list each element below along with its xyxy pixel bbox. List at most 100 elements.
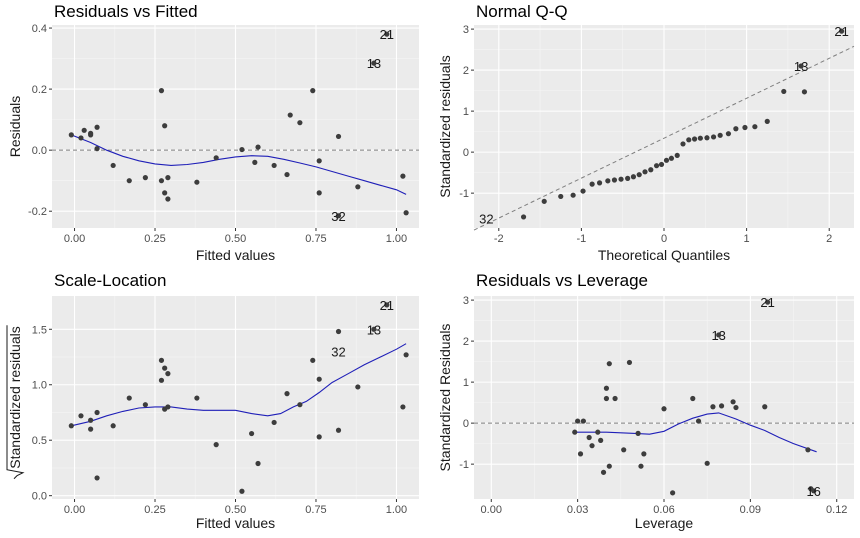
data-point bbox=[88, 132, 94, 138]
data-point bbox=[730, 399, 736, 405]
x-tick-label: 1.00 bbox=[386, 504, 407, 516]
x-tick-label: -1 bbox=[577, 233, 587, 245]
x-tick-label: 2 bbox=[826, 233, 832, 245]
data-point bbox=[371, 60, 377, 66]
data-point bbox=[606, 361, 612, 367]
data-point bbox=[297, 402, 303, 408]
rvl-panel: Residuals vs Leverage 0.00 0.03 0.06 0.09 0.1… bbox=[437, 271, 854, 531]
data-point bbox=[765, 299, 771, 305]
data-point bbox=[612, 395, 618, 402]
data-point bbox=[717, 132, 723, 138]
y-tick-label: 1.0 bbox=[32, 380, 47, 392]
data-point bbox=[194, 179, 200, 185]
data-point bbox=[586, 434, 592, 441]
data-point bbox=[165, 404, 171, 410]
y-tick-label: 2 bbox=[463, 336, 469, 348]
data-point bbox=[710, 134, 717, 140]
observation-label: 16 bbox=[806, 484, 820, 499]
data-point bbox=[94, 124, 100, 130]
x-tick-label: 0.25 bbox=[144, 233, 165, 245]
y-tick-label: 0.0 bbox=[32, 145, 47, 157]
data-point bbox=[252, 159, 258, 165]
data-point bbox=[668, 155, 675, 161]
data-point bbox=[595, 429, 601, 435]
data-point bbox=[716, 332, 722, 338]
data-point bbox=[697, 135, 703, 141]
x-axis-label: Fitted values bbox=[196, 515, 275, 531]
x-tick-label: 0 bbox=[661, 233, 667, 245]
data-point bbox=[162, 123, 168, 129]
data-point bbox=[520, 214, 527, 220]
x-tick-label: 0.03 bbox=[567, 504, 588, 516]
y-tick-label: -1 bbox=[459, 188, 469, 200]
sl-panel: Scale-Location 0.00 0.25 0.50 0.75 1.00 0.0 0.5… bbox=[6, 271, 419, 531]
data-point bbox=[635, 430, 641, 436]
data-point bbox=[611, 177, 618, 183]
y-tick-label: 0.5 bbox=[32, 435, 47, 447]
data-point bbox=[126, 395, 132, 401]
data-point bbox=[781, 88, 787, 95]
data-point bbox=[384, 302, 390, 308]
data-point bbox=[239, 488, 245, 494]
x-tick-label: 0.00 bbox=[64, 504, 85, 516]
data-point bbox=[636, 172, 642, 178]
data-point bbox=[403, 352, 409, 358]
observation-label: 32 bbox=[331, 209, 345, 224]
data-point bbox=[733, 404, 739, 411]
data-point bbox=[626, 359, 633, 366]
data-point bbox=[81, 127, 87, 133]
data-point bbox=[158, 357, 165, 363]
x-tick-label: 0.25 bbox=[144, 504, 165, 516]
data-point bbox=[142, 175, 148, 181]
y-axis-label: Standardized residuals bbox=[437, 55, 453, 197]
data-point bbox=[239, 146, 245, 153]
data-point bbox=[194, 395, 200, 401]
data-point bbox=[213, 155, 219, 161]
x-tick-label: 1.00 bbox=[386, 233, 407, 245]
data-point bbox=[88, 426, 94, 432]
data-point bbox=[316, 190, 322, 196]
data-point bbox=[596, 180, 603, 186]
data-point bbox=[94, 475, 100, 481]
x-tick-label: 0.75 bbox=[305, 233, 326, 245]
observation-label: 13 bbox=[711, 328, 725, 343]
x-tick-label: 0.00 bbox=[64, 233, 85, 245]
y-tick-label: 0.2 bbox=[32, 84, 47, 96]
data-point bbox=[78, 413, 84, 419]
y-tick-label: 0 bbox=[463, 418, 469, 430]
data-point bbox=[718, 403, 725, 409]
x-tick-label: 0.09 bbox=[740, 504, 761, 516]
data-point bbox=[742, 124, 748, 131]
data-point bbox=[94, 146, 100, 152]
data-point bbox=[674, 152, 680, 159]
data-point bbox=[335, 133, 342, 140]
data-point bbox=[606, 463, 612, 469]
data-point bbox=[695, 418, 702, 424]
observation-label: 13 bbox=[794, 59, 808, 74]
chart-title: Residuals vs Leverage bbox=[476, 271, 648, 290]
x-tick-label: 1 bbox=[744, 233, 750, 245]
observation-label: 21 bbox=[380, 298, 394, 313]
data-layer: 21 13 32 bbox=[479, 25, 849, 227]
data-point bbox=[558, 193, 564, 200]
rvf-panel: Residuals vs Fitted 0.00 0.25 0.50 0.75 1.00 -… bbox=[7, 2, 419, 263]
data-point bbox=[355, 184, 361, 190]
data-point bbox=[621, 447, 627, 453]
data-point bbox=[165, 371, 171, 377]
x-tick-label: 0.75 bbox=[305, 504, 326, 516]
data-point bbox=[733, 126, 739, 132]
data-point bbox=[653, 163, 660, 169]
data-point bbox=[335, 213, 342, 219]
data-point bbox=[384, 31, 390, 37]
y-tick-label: 2 bbox=[463, 65, 469, 77]
data-point bbox=[572, 429, 578, 435]
x-axis-label: Leverage bbox=[635, 515, 694, 531]
data-point bbox=[690, 395, 696, 402]
data-point bbox=[600, 469, 607, 475]
y-tick-label: 0.0 bbox=[32, 491, 47, 503]
data-point bbox=[630, 174, 637, 180]
observation-label: 21 bbox=[760, 295, 774, 310]
data-point bbox=[158, 377, 165, 383]
observation-label: 13 bbox=[367, 56, 381, 71]
qq-panel: Normal Q-Q -2 -1 0 1 2 -1 0 1 2 3 21 13 32 Theoretical… bbox=[437, 2, 855, 263]
